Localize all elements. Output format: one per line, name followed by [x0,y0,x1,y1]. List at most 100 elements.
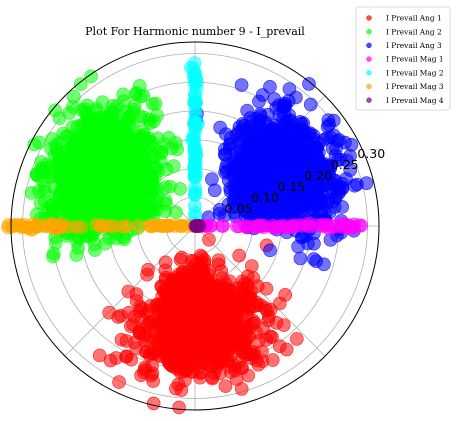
data-point [215,282,230,296]
data-point [161,352,175,367]
r-tick-label: 0.05 [225,201,253,216]
data-point [151,131,165,145]
radial-tick-labels: 0.050.100.150.200.250.30 [225,146,386,216]
data-point [235,337,250,352]
data-point [205,172,219,186]
data-point [218,379,233,393]
legend-label: I Prevail Mag 4 [386,96,444,105]
data-point [131,219,146,234]
data-point [72,231,86,245]
data-point [302,77,316,91]
data-point [84,69,98,84]
data-point [129,341,144,356]
data-point [278,288,293,302]
data-point [46,246,61,261]
data-point [212,203,227,217]
data-point [138,135,153,149]
data-point [158,283,172,298]
data-point [211,257,226,272]
data-point [285,219,299,233]
data-point [133,89,148,104]
data-point [188,347,202,362]
data-point [290,332,304,346]
data-point [169,381,183,396]
data-point [158,255,173,270]
data-point [164,301,179,315]
data-point [95,219,110,233]
data-point [323,159,338,173]
data-points [1,56,374,415]
data-point [250,219,265,233]
data-point [233,173,247,188]
data-point [15,220,29,235]
data-point [224,359,238,374]
data-point [277,318,291,332]
data-point [193,370,207,385]
data-point [205,344,219,359]
data-point [151,342,165,357]
r-tick-label: 0.10 [251,190,279,205]
data-point [69,220,83,234]
data-point [78,102,93,117]
r-tick-label: 0.20 [304,168,332,183]
data-point [271,154,286,169]
data-point [163,179,177,194]
data-point [92,166,107,180]
data-point [207,183,222,198]
data-point [232,248,246,263]
legend-marker [366,42,372,49]
data-point [70,149,85,164]
data-point [290,181,305,195]
legend-label: I Prevail Ang 2 [386,27,442,36]
polar-frame [10,41,380,411]
data-point [260,303,274,318]
data-point [74,203,89,217]
data-point [173,252,188,267]
data-point [89,123,104,138]
data-point [188,88,203,103]
data-point [86,143,101,157]
polar-outer-spine [10,41,380,411]
data-point [317,257,331,272]
data-point [114,159,129,173]
data-point [166,159,181,173]
data-point [186,286,200,300]
data-point [121,305,136,320]
data-point [244,351,259,366]
data-point [45,132,59,146]
data-point [244,284,258,299]
data-point [246,187,260,201]
data-point [259,332,274,347]
data-point [121,284,136,299]
data-point [193,276,208,291]
data-point [273,179,287,193]
data-point [145,97,160,111]
data-point [239,122,254,137]
data-point [169,205,183,220]
data-point [191,116,205,131]
data-point [145,366,160,380]
legend-label: I Prevail Mag 3 [386,82,444,91]
r-tick-label: 0.30 [357,146,385,161]
data-point [258,191,273,205]
data-point [276,99,291,114]
legend-label: I Prevail Ang 3 [386,41,442,50]
data-point [104,105,118,120]
legend-box [355,6,451,111]
data-point [88,196,103,211]
data-point [187,302,202,316]
data-point [255,126,270,141]
data-point [87,111,102,126]
legend-label: I Prevail Mag 2 [386,68,444,77]
data-point [188,187,202,202]
data-point [268,118,282,133]
series-5-points [184,56,205,231]
data-point [143,299,158,313]
data-point [343,149,357,163]
data-point [296,144,310,159]
data-point [318,220,333,234]
data-point [272,339,287,354]
data-point [241,368,256,383]
data-point [188,161,203,176]
